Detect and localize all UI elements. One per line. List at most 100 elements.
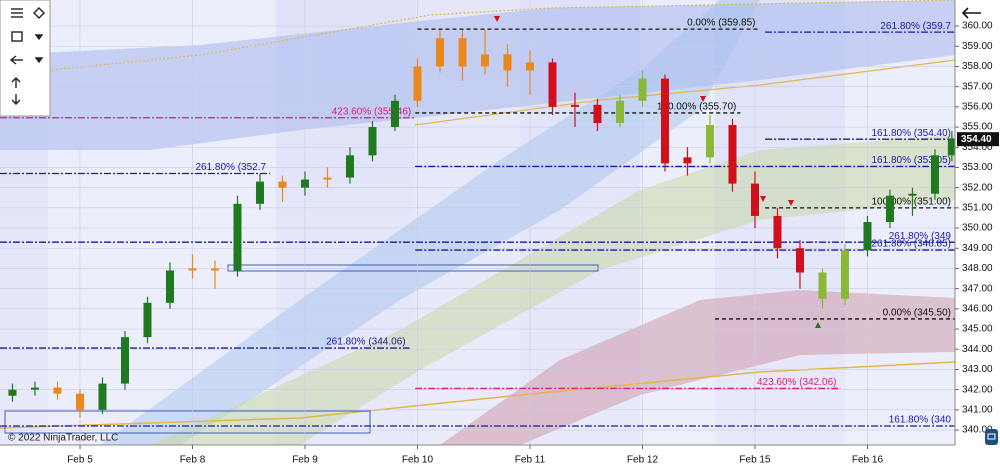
y-tick-label: 344.00 <box>962 344 993 355</box>
level-label: 261.80% (348.85) <box>871 239 951 250</box>
y-tick-label: 348.00 <box>962 263 993 274</box>
candle-body <box>795 248 804 273</box>
candle-body <box>255 181 264 204</box>
candle-body <box>525 62 534 71</box>
last-price-box <box>957 132 999 147</box>
candle-body <box>98 383 107 410</box>
level-label: 0.00% (359.85) <box>687 18 755 29</box>
candle-body <box>165 270 174 303</box>
candle-body <box>345 155 354 178</box>
level-label: 261.80% (344.06) <box>326 337 406 348</box>
candle-body <box>885 195 894 222</box>
scroll-icon[interactable] <box>985 429 998 445</box>
x-tick-label: Feb 9 <box>292 455 318 466</box>
candle-body <box>503 54 512 71</box>
x-tick-label: Feb 16 <box>852 455 884 466</box>
y-tick-label: 352.00 <box>962 182 993 193</box>
axes: 340.00 341.00 342.00 343.00 344.00 345.00 346.… <box>67 21 999 466</box>
x-tick-label: Feb 12 <box>627 455 659 466</box>
candle-body <box>368 127 377 156</box>
y-tick-label: 346.00 <box>962 303 993 314</box>
candle-body <box>458 38 467 67</box>
drawn-rectangles <box>4 264 599 434</box>
candle-body <box>548 62 557 107</box>
y-tick-label: 345.00 <box>962 324 993 335</box>
candle-body <box>638 78 647 101</box>
candle-body <box>233 203 242 271</box>
candle-body <box>120 337 129 384</box>
candle-body <box>705 125 714 158</box>
grid <box>0 0 955 445</box>
level-label: 100.00% (355.70) <box>657 102 737 113</box>
x-tick-label: Feb 11 <box>515 455 546 466</box>
level-label: 261.80% (359.7 <box>880 21 951 32</box>
y-tick-label: 354.00 <box>962 142 993 153</box>
toolbar <box>0 0 51 117</box>
candle-body <box>210 268 219 271</box>
y-tick-label: 341.00 <box>962 404 993 415</box>
candle-body <box>300 179 309 188</box>
candle-body <box>750 183 759 216</box>
y-tick-label: 359.00 <box>962 41 993 52</box>
candle-body <box>8 389 17 396</box>
level-label: 161.80% (354.40) <box>871 128 951 139</box>
candles <box>8 30 956 418</box>
candle-body <box>278 181 287 188</box>
candle-body <box>863 221 872 251</box>
y-tick-label: 340.00 <box>962 425 993 436</box>
x-tick-label: Feb 10 <box>402 455 434 466</box>
y-tick-label: 343.00 <box>962 364 993 375</box>
candle-body <box>143 302 152 338</box>
candle-body <box>593 104 602 124</box>
level-label: 423.60% (342.06) <box>757 377 837 388</box>
last-price-label: 354.40 <box>961 134 992 145</box>
level-label: 423.60% (355.46) <box>332 106 412 117</box>
candle-body <box>75 393 84 410</box>
candle-body <box>683 157 692 164</box>
fib-levels: 0.00% (359.85) 261.80% (359.7 423.60% (355… <box>0 18 955 427</box>
back-arrow[interactable] <box>961 7 981 19</box>
y-tick-label: 350.00 <box>962 223 993 234</box>
candle-body <box>728 125 737 184</box>
y-tick-label: 347.00 <box>962 283 993 294</box>
x-tick-label: Feb 8 <box>180 455 206 466</box>
level-label: 161.80% (340 <box>889 415 952 426</box>
x-axis-area <box>0 445 1000 469</box>
candle-body <box>930 155 939 194</box>
candle-body <box>818 272 827 299</box>
level-label: 261.80% (349 <box>889 231 952 242</box>
candle-body <box>660 78 669 164</box>
candle-body <box>840 250 849 299</box>
copyright: © 2022 NinjaTrader, LLC <box>8 433 118 444</box>
level-label: 161.80% (353.05) <box>871 155 951 166</box>
x-tick-label: Feb 15 <box>739 455 771 466</box>
x-tick-label: Feb 5 <box>67 455 93 466</box>
candle-body <box>773 215 782 249</box>
y-tick-label: 357.00 <box>962 81 993 92</box>
candle-body <box>30 387 39 390</box>
y-tick-label: 356.00 <box>962 101 993 112</box>
level-label: 100.00% (351.00) <box>871 196 951 207</box>
candle-body <box>570 104 579 107</box>
candle-body <box>435 38 444 67</box>
level-label: 0.00% (345.50) <box>883 308 951 319</box>
candle-body <box>947 139 956 156</box>
y-tick-label: 349.00 <box>962 243 993 254</box>
signal-arrows <box>494 16 821 328</box>
y-tick-label: 342.00 <box>962 384 993 395</box>
candle-body <box>323 177 332 180</box>
candle-body <box>413 66 422 101</box>
candle-body <box>390 100 399 128</box>
y-tick-label: 351.00 <box>962 202 993 213</box>
candle-body <box>53 387 62 394</box>
candle-body <box>908 193 917 196</box>
candle-body <box>480 54 489 67</box>
candle-body <box>188 268 197 271</box>
candle-body <box>615 100 624 124</box>
y-tick-label: 353.00 <box>962 162 993 173</box>
level-label: 261.80% (352.7 <box>195 162 266 173</box>
y-axis-area <box>955 0 1000 445</box>
y-tick-label: 358.00 <box>962 61 993 72</box>
y-tick-label: 355.00 <box>962 122 993 133</box>
